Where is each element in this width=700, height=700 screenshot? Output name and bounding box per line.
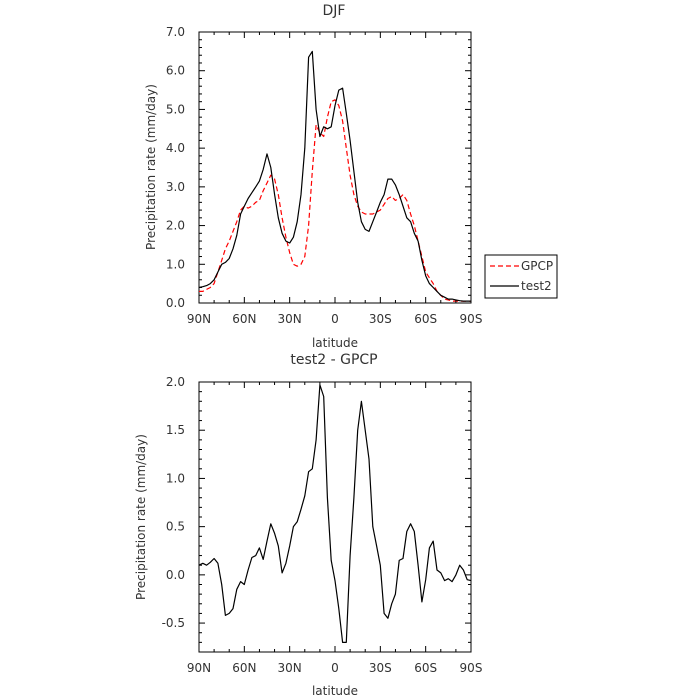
plot-area-djf bbox=[198, 50, 471, 302]
chart-title-djf: DJF bbox=[323, 3, 346, 19]
y-tick-label: 1.0 bbox=[166, 471, 185, 485]
y-tick-label: -0.5 bbox=[162, 616, 185, 630]
y-axis-label-diff: Precipitation rate (mm/day) bbox=[134, 434, 148, 600]
y-tick-label: 0.0 bbox=[166, 568, 185, 582]
x-tick-label: 30S bbox=[369, 661, 392, 675]
y-tick-label: 0.0 bbox=[166, 296, 185, 310]
plot-area-diff bbox=[198, 384, 472, 644]
chart-title-diff: test2 - GPCP bbox=[290, 352, 377, 368]
y-tick-label: 5.0 bbox=[166, 102, 185, 116]
legend-label-gpcp: GPCP bbox=[521, 259, 553, 273]
x-tick-label: 90S bbox=[460, 661, 483, 675]
legend: GPCP test2 bbox=[484, 254, 558, 299]
ticks-diff: 90N 60N 30N 0 30S 60S 90S -0.5 0.0 0.5 1.0 1.5 2.0 bbox=[162, 375, 483, 675]
y-axis-label-djf: Precipitation rate (mm/day) bbox=[144, 84, 158, 250]
x-tick-label: 30S bbox=[369, 312, 392, 326]
x-tick-label: 30N bbox=[278, 661, 302, 675]
plot-frame-diff bbox=[198, 381, 472, 653]
ticks-djf: 90N 60N 30N 0 30S 60S 90S 0.0 1.0 2.0 3.0 4.0 5.0 6.0… bbox=[166, 25, 483, 326]
y-tick-label: 4.0 bbox=[166, 141, 185, 155]
y-tick-label: 0.5 bbox=[166, 520, 185, 534]
x-tick-label: 90N bbox=[187, 312, 211, 326]
series-line-gpcp bbox=[199, 99, 471, 302]
x-axis-label-djf: latitude bbox=[312, 336, 358, 350]
x-tick-label: 0 bbox=[331, 312, 339, 326]
y-tick-label: 2.0 bbox=[166, 375, 185, 389]
x-tick-label: 0 bbox=[331, 661, 339, 675]
y-tick-label: 2.0 bbox=[166, 219, 185, 233]
legend-box bbox=[484, 254, 558, 299]
x-tick-label: 30N bbox=[278, 312, 302, 326]
y-tick-label: 7.0 bbox=[166, 25, 185, 39]
panel-diff: test2 - GPCP 90N 60N 30N 0 30S 60S 90S -0.5 0.0 0… bbox=[134, 352, 482, 698]
series-line-test2 bbox=[198, 50, 471, 302]
legend-label-test2: test2 bbox=[521, 279, 552, 293]
series-line-diff-0 bbox=[198, 384, 472, 644]
x-tick-label: 60S bbox=[414, 312, 437, 326]
x-tick-label: 90N bbox=[187, 661, 211, 675]
y-tick-label: 1.0 bbox=[166, 257, 185, 271]
x-tick-label: 60S bbox=[414, 661, 437, 675]
y-tick-label: 3.0 bbox=[166, 180, 185, 194]
x-axis-label-diff: latitude bbox=[312, 684, 358, 698]
y-tick-label: 1.5 bbox=[166, 423, 185, 437]
y-tick-label: 6.0 bbox=[166, 64, 185, 78]
x-tick-label: 60N bbox=[232, 312, 256, 326]
plot-frame-djf bbox=[198, 31, 472, 304]
x-tick-label: 90S bbox=[460, 312, 483, 326]
x-tick-label: 60N bbox=[232, 661, 256, 675]
panel-djf: DJF 90N 60N 30N 0 30S 60S 90S 0.0 1.0 2.0 3.0 4.0 5.… bbox=[144, 3, 482, 350]
